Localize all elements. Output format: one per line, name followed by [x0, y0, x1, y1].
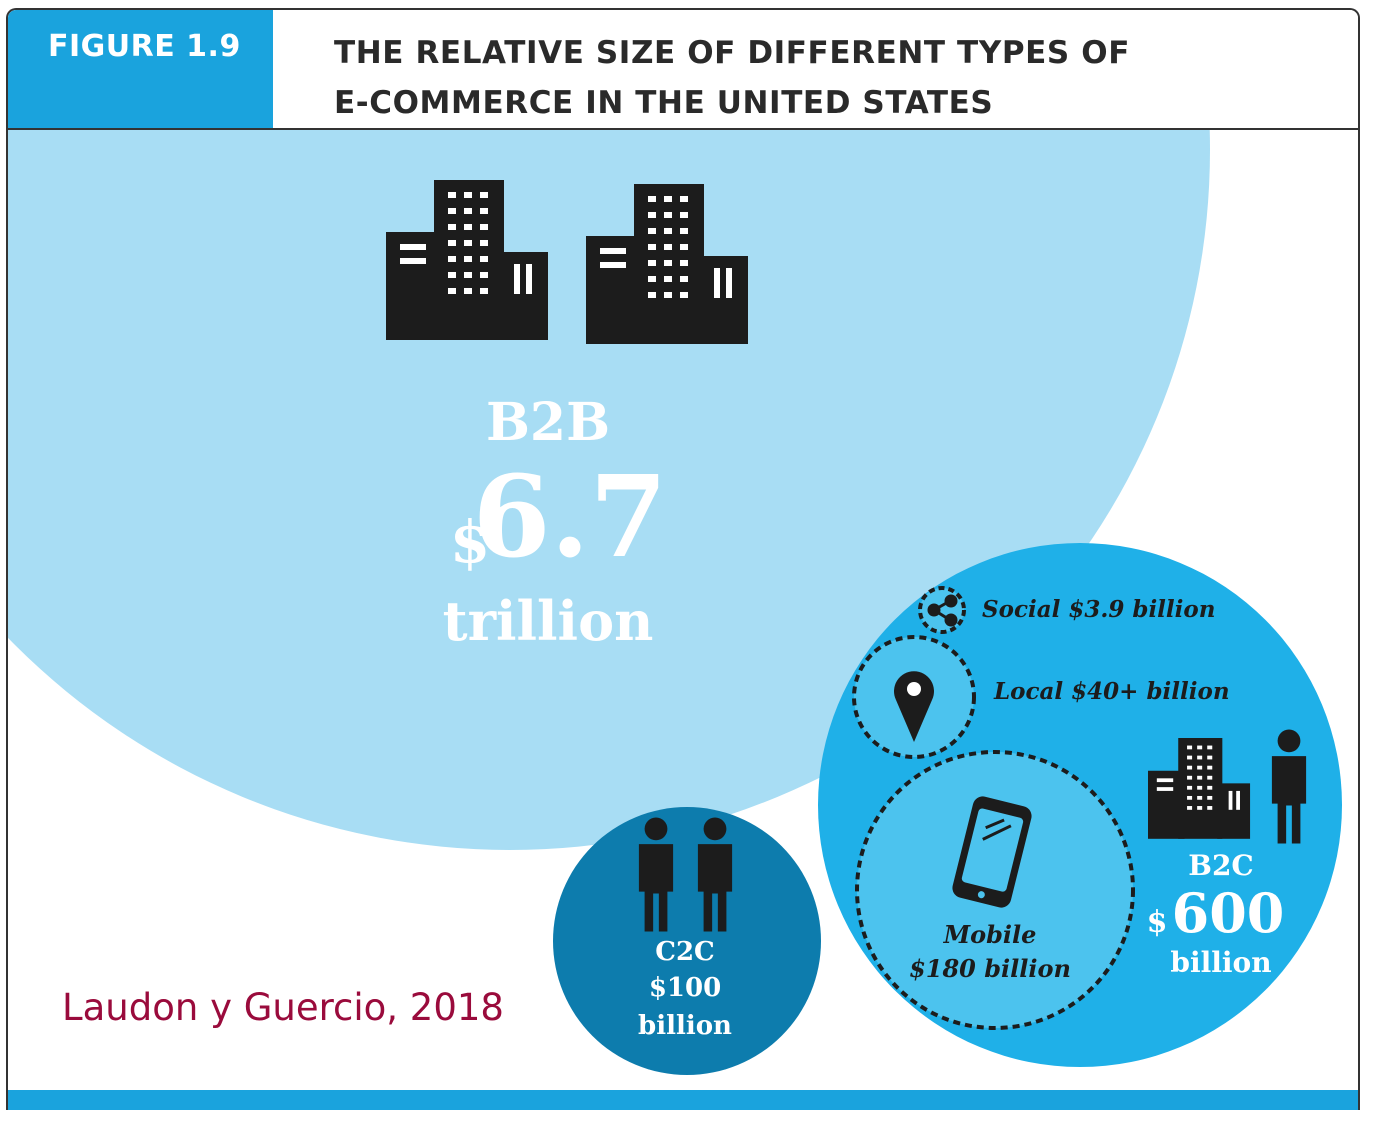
mobile-value: $180 billion — [909, 954, 1071, 983]
c2c-label: C2C — [655, 937, 714, 967]
c2c-circle — [553, 807, 821, 1075]
c2c-unit: billion — [638, 1011, 732, 1041]
share-icon — [927, 594, 958, 627]
figure-title: THE RELATIVE SIZE OF DIFFERENT TYPES OF E… — [334, 35, 1130, 121]
source-credit: Laudon y Guercio, 2018 — [62, 986, 504, 1029]
figure-number: FIGURE 1.9 — [8, 10, 273, 128]
bottom-accent-bar — [8, 1090, 1358, 1110]
b2c-unit: billion — [1170, 946, 1271, 979]
b2b-label: B2B — [486, 392, 610, 453]
map-pin-icon — [894, 671, 934, 742]
b2c-currency: $ — [1147, 905, 1168, 940]
b2b-value: 6.7 — [473, 452, 668, 583]
mobile-label: Mobile — [943, 920, 1037, 949]
local-label: Local $40+ billion — [993, 678, 1230, 705]
figure-header: FIGURE 1.9 THE RELATIVE SIZE OF DIFFEREN… — [8, 10, 1358, 130]
social-label: Social $3.9 billion — [982, 596, 1215, 623]
b2b-currency: $ — [450, 508, 490, 576]
b2c-value: 600 — [1172, 881, 1285, 945]
c2c-amount: $100 — [649, 973, 721, 1003]
smartphone-icon — [952, 796, 1032, 908]
b2b-unit: trillion — [443, 589, 654, 653]
b2c-label: B2C — [1188, 849, 1253, 882]
social-circle — [918, 586, 966, 634]
